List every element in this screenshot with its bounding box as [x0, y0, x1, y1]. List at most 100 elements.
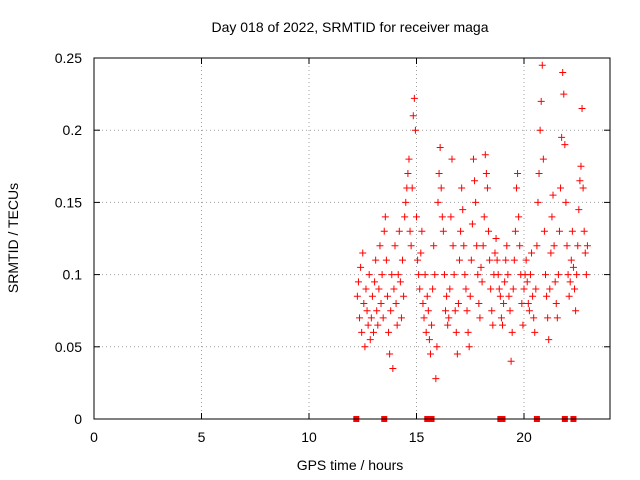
data-point — [481, 151, 489, 159]
data-point — [469, 155, 477, 163]
data-point — [397, 314, 405, 322]
data-point — [377, 299, 385, 307]
data-point — [415, 271, 423, 279]
data-point — [530, 314, 538, 322]
data-point — [436, 144, 444, 152]
data-point — [536, 126, 544, 134]
grid — [94, 58, 610, 419]
data-point — [410, 94, 418, 102]
data-point — [529, 292, 537, 300]
data-point — [519, 321, 527, 329]
data-point — [380, 227, 388, 235]
data-point — [391, 242, 399, 250]
data-point — [429, 285, 437, 293]
data-point — [460, 242, 468, 250]
data-point — [446, 285, 454, 293]
data-point — [509, 285, 517, 293]
data-point — [491, 249, 499, 257]
data-point — [395, 227, 403, 235]
data-point — [550, 242, 558, 250]
data-point — [392, 299, 400, 307]
data-point — [560, 90, 568, 98]
data-point — [370, 328, 377, 336]
data-point — [443, 292, 451, 300]
data-point — [579, 184, 587, 192]
data-point — [394, 271, 402, 279]
data-point — [368, 292, 376, 300]
data-point — [542, 271, 549, 279]
x-tick-label: 5 — [198, 429, 206, 445]
data-point — [428, 321, 436, 329]
data-point — [474, 271, 482, 279]
data-point — [396, 278, 404, 286]
data-point — [367, 314, 375, 322]
data-point — [552, 299, 560, 307]
data-point — [482, 170, 490, 178]
data-point — [461, 271, 469, 279]
data-point — [411, 126, 419, 134]
data-point — [496, 292, 504, 300]
data-point — [425, 336, 433, 344]
data-point — [376, 242, 384, 250]
data-point — [406, 227, 414, 235]
data-point — [503, 242, 511, 250]
data-point — [555, 227, 563, 235]
data-point — [564, 271, 572, 279]
data-point — [478, 278, 486, 286]
data-point — [422, 328, 430, 336]
data-point — [430, 242, 438, 250]
data-point — [451, 307, 459, 315]
data-point — [565, 292, 573, 300]
data-point — [457, 227, 465, 235]
data-point — [402, 198, 410, 206]
data-point — [447, 213, 455, 221]
data-point — [382, 256, 390, 264]
data-point — [477, 263, 485, 271]
data-point — [473, 242, 481, 250]
data-point — [575, 206, 583, 214]
y-tick-label: 0.15 — [55, 194, 82, 210]
data-point — [432, 375, 440, 383]
data-point — [405, 155, 413, 163]
data-point — [407, 242, 415, 250]
data-point — [500, 299, 508, 307]
y-tick-label: 0.1 — [63, 267, 83, 283]
data-point — [515, 213, 523, 221]
data-point — [357, 263, 365, 271]
data-point — [508, 328, 516, 336]
data-point — [520, 285, 528, 293]
data-point — [504, 271, 512, 279]
data-point — [578, 105, 586, 113]
data-point — [454, 299, 462, 307]
data-point — [540, 227, 548, 235]
axis-ticks: 0 0.05 0.1 0.15 0.2 0.25 0 5 10 15 20 — [55, 50, 610, 445]
data-point — [577, 162, 585, 170]
data-point — [480, 213, 488, 221]
data-point — [489, 321, 497, 329]
y-tick-label: 0 — [74, 411, 82, 427]
data-point — [528, 249, 536, 257]
data-point — [359, 249, 367, 257]
data-point — [534, 198, 542, 206]
data-point — [404, 170, 412, 178]
data-point — [452, 328, 460, 336]
data-point — [576, 177, 584, 185]
data-point — [464, 328, 472, 336]
data-point — [571, 285, 579, 293]
data-point — [383, 292, 391, 300]
data-point — [533, 242, 541, 250]
data-point — [499, 321, 506, 329]
data-point — [494, 271, 502, 279]
data-point — [483, 184, 491, 192]
data-point — [387, 307, 395, 315]
data-point — [572, 307, 580, 315]
data-point — [505, 292, 513, 300]
data-point — [518, 299, 526, 307]
data-point — [362, 285, 370, 293]
data-point — [456, 256, 463, 264]
data-point — [512, 184, 520, 192]
data-point — [501, 278, 509, 286]
data-point — [379, 314, 387, 322]
data-point — [510, 256, 518, 264]
data-point — [453, 350, 461, 358]
